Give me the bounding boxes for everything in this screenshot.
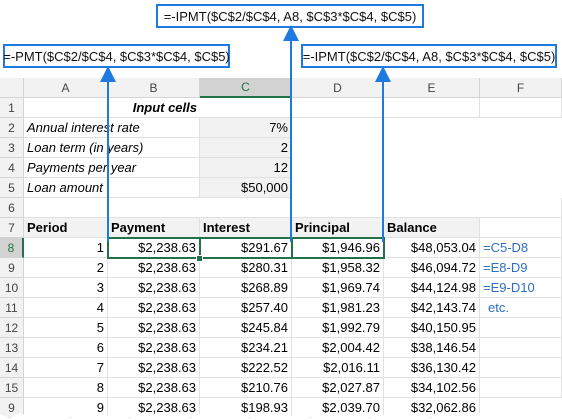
payment-cell[interactable]: $2,238.63 bbox=[108, 358, 200, 378]
balance-cell[interactable]: $36,130.42 bbox=[384, 358, 480, 378]
payment-cell[interactable]: $2,238.63 bbox=[108, 278, 200, 298]
balance-cell[interactable]: $40,150.95 bbox=[384, 318, 480, 338]
balance-cell[interactable]: $48,053.04 bbox=[384, 238, 480, 258]
header-interest[interactable]: Interest bbox=[200, 218, 292, 238]
period-cell[interactable]: 2 bbox=[24, 258, 108, 278]
input-label-rate[interactable]: Annual interest rate bbox=[24, 118, 200, 138]
principal-cell[interactable]: $2,027.87 bbox=[292, 378, 384, 398]
interest-cell[interactable]: $234.21 bbox=[200, 338, 292, 358]
input-value-payments[interactable]: 12 bbox=[200, 158, 292, 178]
input-value-amount[interactable]: $50,000 bbox=[200, 178, 292, 198]
period-cell[interactable]: 3 bbox=[24, 278, 108, 298]
header-period[interactable]: Period bbox=[24, 218, 108, 238]
balance-cell[interactable]: $44,124.98 bbox=[384, 278, 480, 298]
interest-cell[interactable]: $210.76 bbox=[200, 378, 292, 398]
row-header-2[interactable]: 2 bbox=[0, 118, 24, 138]
payment-cell[interactable]: $2,238.63 bbox=[108, 298, 200, 318]
row-header-9[interactable]: 9 bbox=[0, 258, 24, 278]
torn-edge bbox=[0, 412, 562, 420]
row-header-1[interactable]: 1 bbox=[0, 98, 24, 118]
header-payment[interactable]: Payment bbox=[108, 218, 200, 238]
row-header-3[interactable]: 3 bbox=[0, 138, 24, 158]
principal-cell[interactable]: $1,969.74 bbox=[292, 278, 384, 298]
row-header-14[interactable]: 14 bbox=[0, 358, 24, 378]
period-cell[interactable]: 4 bbox=[24, 298, 108, 318]
payment-cell[interactable]: $2,238.63 bbox=[108, 338, 200, 358]
input-cells-title[interactable]: Input cells bbox=[108, 98, 200, 118]
period-cell[interactable]: 6 bbox=[24, 338, 108, 358]
period-cell[interactable]: 7 bbox=[24, 358, 108, 378]
column-header-b[interactable]: B bbox=[108, 78, 200, 98]
principal-cell[interactable]: $1,992.79 bbox=[292, 318, 384, 338]
input-label-term[interactable]: Loan term (in years) bbox=[24, 138, 200, 158]
principal-cell[interactable]: $1,981.23 bbox=[292, 298, 384, 318]
balance-cell[interactable]: $42,143.74 bbox=[384, 298, 480, 318]
row-header-11[interactable]: 11 bbox=[0, 298, 24, 318]
interest-cell[interactable]: $268.89 bbox=[200, 278, 292, 298]
interest-cell[interactable]: $280.31 bbox=[200, 258, 292, 278]
ipmt-formula-callout-right: =-IPMT($C$2/$C$4, A8, $C$3*$C$4, $C$5) bbox=[301, 44, 557, 68]
payment-cell[interactable]: $2,238.63 bbox=[108, 318, 200, 338]
interest-cell[interactable]: $245.84 bbox=[200, 318, 292, 338]
row-header-7[interactable]: 7 bbox=[0, 218, 24, 238]
principal-cell[interactable]: $2,016.11 bbox=[292, 358, 384, 378]
fill-handle[interactable] bbox=[196, 255, 203, 262]
interest-cell[interactable]: $257.40 bbox=[200, 298, 292, 318]
principal-cell[interactable]: $1,958.32 bbox=[292, 258, 384, 278]
row-header-8[interactable]: 8 bbox=[0, 238, 24, 258]
column-header-e[interactable]: E bbox=[384, 78, 480, 98]
period-cell[interactable]: 8 bbox=[24, 378, 108, 398]
row-header-13[interactable]: 13 bbox=[0, 338, 24, 358]
row-header-4[interactable]: 4 bbox=[0, 158, 24, 178]
payment-cell[interactable]: $2,238.63 bbox=[108, 378, 200, 398]
input-label-amount[interactable]: Loan amount bbox=[24, 178, 200, 198]
interest-cell[interactable]: $222.52 bbox=[200, 358, 292, 378]
principal-cell[interactable]: $2,004.42 bbox=[292, 338, 384, 358]
pmt-formula-callout: =-PMT($C$2/$C$4, $C$3*$C$4, $C$5) bbox=[3, 44, 230, 68]
row-header-6[interactable]: 6 bbox=[0, 198, 24, 218]
header-balance[interactable]: Balance bbox=[384, 218, 480, 238]
period-cell[interactable]: 5 bbox=[24, 318, 108, 338]
row-header-5[interactable]: 5 bbox=[0, 178, 24, 198]
payment-cell[interactable]: $2,238.63 bbox=[108, 258, 200, 278]
select-all-corner[interactable] bbox=[0, 78, 24, 98]
row-header-12[interactable]: 12 bbox=[0, 318, 24, 338]
ipmt-formula-callout-top: =-IPMT($C$2/$C$4, A8, $C$3*$C$4, $C$5) bbox=[156, 4, 424, 28]
row-header-15[interactable]: 15 bbox=[0, 378, 24, 398]
row-header-10[interactable]: 10 bbox=[0, 278, 24, 298]
input-value-rate[interactable]: 7% bbox=[200, 118, 292, 138]
balance-cell[interactable]: $34,102.56 bbox=[384, 378, 480, 398]
balance-cell[interactable]: $46,094.72 bbox=[384, 258, 480, 278]
cell-e1[interactable] bbox=[384, 98, 480, 118]
balance-cell[interactable]: $38,146.54 bbox=[384, 338, 480, 358]
